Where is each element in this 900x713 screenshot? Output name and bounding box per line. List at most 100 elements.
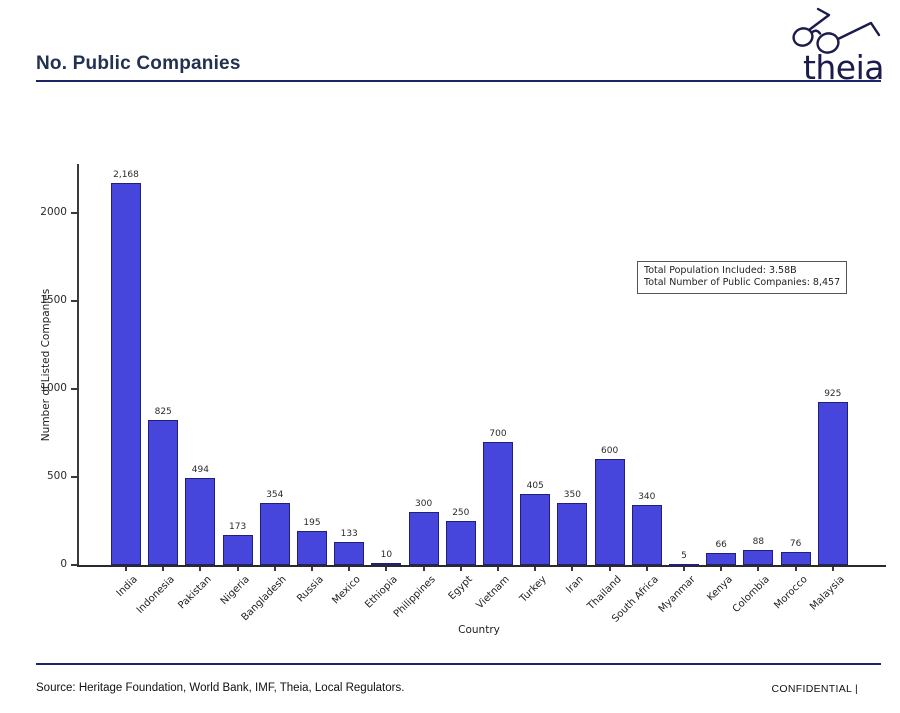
bar-value-label: 925 [824,389,842,400]
y-tick-mark [71,388,77,390]
bar [631,505,662,565]
bar [259,502,290,565]
bar [669,563,699,566]
y-tick-mark [71,212,77,214]
bar-value-label: 173 [229,521,247,532]
x-tick-mark [720,567,723,571]
x-tick-mark [125,567,127,571]
x-tick-label: Morocco [771,574,810,612]
bar-value-label: 700 [489,428,507,439]
source-note: Source: Heritage Foundation, World Bank,… [36,682,405,694]
x-tick-mark [385,567,388,571]
bar-value-label: 5 [681,550,687,561]
header-divider [36,80,881,82]
x-tick-mark [236,567,239,571]
x-tick-label: Indonesia [134,574,177,616]
bar-value-label: 10 [380,550,393,561]
x-tick-label: Vietnam [474,574,512,612]
x-tick-mark [683,567,685,571]
x-tick-label: Mexico [330,574,363,607]
x-tick-mark [162,567,165,571]
bar [371,563,402,566]
x-tick-mark [199,567,202,571]
x-tick-mark [497,567,499,571]
x-tick-mark [831,567,834,571]
bar [148,419,179,565]
page-title: No. Public Companies [36,53,241,74]
y-axis-spine [77,164,79,566]
bar-value-label: 133 [340,528,358,539]
bar [297,530,327,565]
x-axis-spine [77,565,886,567]
x-tick-mark [311,567,313,571]
x-tick-mark [459,567,462,571]
bar-value-label: 825 [154,406,172,417]
x-tick-label: Russia [295,574,326,605]
bar [594,459,625,565]
x-tick-label: Malaysia [807,574,847,613]
bar-value-label: 66 [715,540,727,551]
bar [334,541,365,565]
footer-divider [36,663,881,665]
y-tick-label: 0 [60,558,67,570]
y-tick-mark [71,476,77,478]
annotation-line-population: Total Population Included: 3.58B [644,265,797,276]
bar-value-label: 2,168 [113,170,139,181]
bar-value-label: 350 [563,490,581,501]
x-tick-label: Kenya [705,574,735,604]
confidential-label: CONFIDENTIAL | [771,683,858,695]
totals-annotation-box: Total Population Included: 3.58B Total N… [637,261,848,294]
plot-area: 2,168 825 494 173 354 195 133 10 300 250 700 405 350… [40,164,886,636]
bar [185,478,216,565]
x-tick-label: Iran [564,574,587,596]
x-tick-label: Colombia [731,574,773,616]
x-tick-mark [534,567,537,571]
y-tick-label: 1000 [40,382,67,394]
x-tick-label: Pakistan [176,574,215,612]
bar [520,493,551,565]
x-tick-mark [348,567,351,571]
bar [445,521,476,565]
x-tick-mark [273,567,276,571]
x-tick-label: Turkey [518,574,549,605]
glasses-icon [792,7,881,54]
bar-value-label: 405 [526,480,544,491]
x-tick-label: Egypt [446,574,475,603]
bar [408,512,439,565]
bar-value-label: 354 [266,489,284,500]
x-tick-mark [645,567,648,571]
x-tick-mark [794,567,797,571]
bar [743,549,774,565]
y-tick-mark [71,300,77,302]
x-tick-label: Nigeria [218,574,252,608]
bar [557,503,588,565]
x-tick-label: Thailand [585,574,624,613]
annotation-line-companies: Total Number of Public Companies: 8,457 [644,277,841,289]
y-tick-label: 500 [46,470,67,482]
y-tick-label: 2000 [40,206,67,218]
bar [706,553,737,565]
bar [817,402,848,565]
bar [780,551,811,565]
y-axis-title: Number of Listed Companies [40,288,52,442]
bar-value-label: 300 [415,499,433,510]
x-tick-mark [757,567,760,571]
x-tick-mark [422,567,425,571]
y-tick-label: 1500 [40,294,67,306]
bar-value-label: 494 [191,465,209,476]
bar [111,183,141,565]
x-axis-title: Country [458,624,500,636]
bar [222,534,253,565]
bar-value-label: 600 [601,446,619,457]
theia-logo: theia [792,7,885,86]
bar-value-label: 250 [452,508,470,518]
x-tick-mark [608,567,611,571]
bar-value-label: 76 [789,538,802,549]
bar [483,441,513,565]
y-tick-mark [71,564,77,566]
x-tick-label: Ethiopia [363,574,401,611]
bar-value-label: 88 [752,536,765,547]
x-tick-label: Myanmar [656,574,698,616]
logo-wordmark: theia [803,48,884,86]
